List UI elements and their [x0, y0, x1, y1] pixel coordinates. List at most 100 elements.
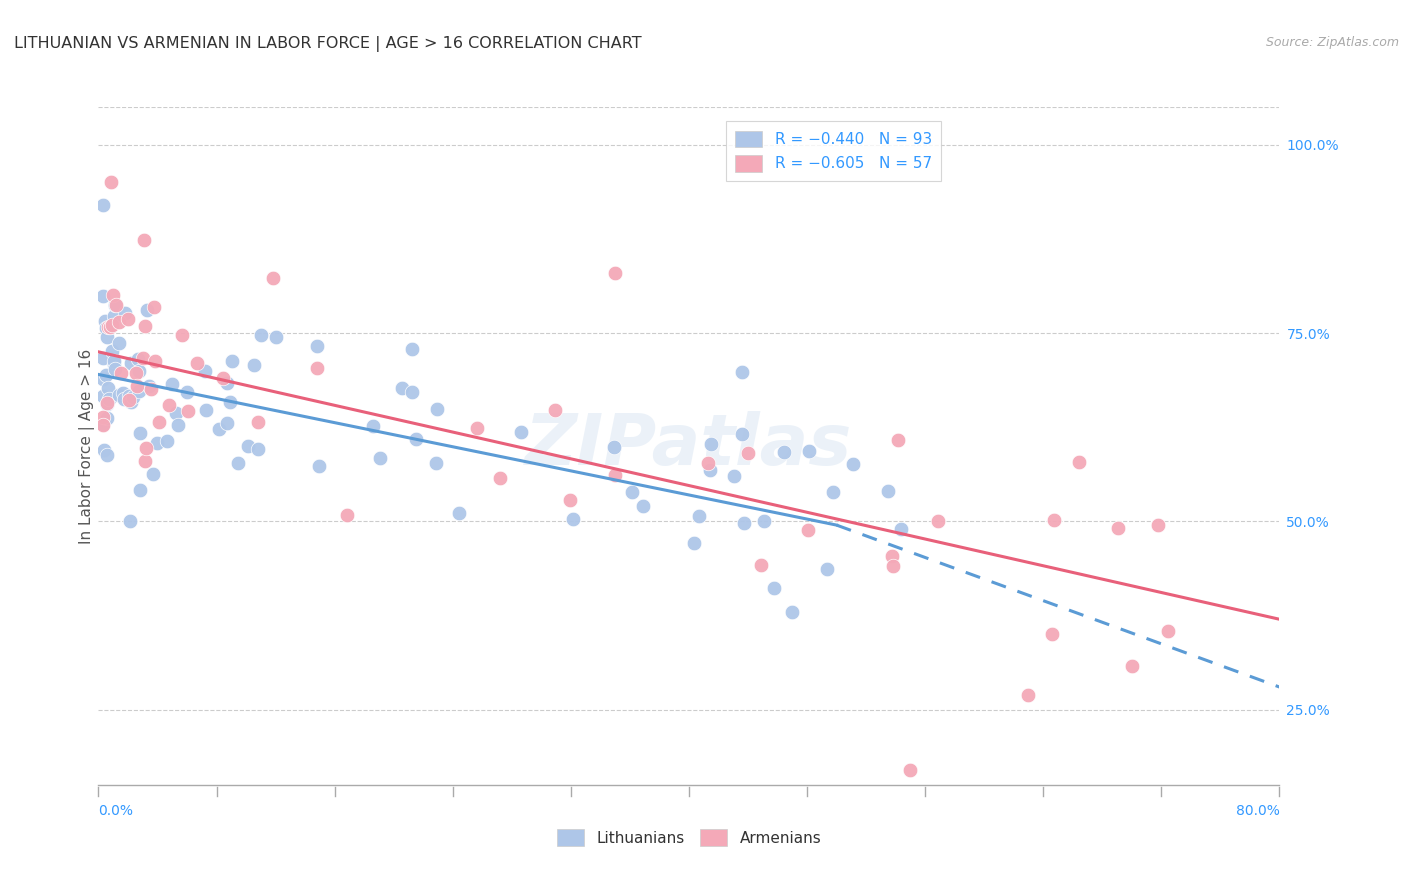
Point — [1067, 455, 1090, 469]
Point — [98, 320, 121, 334]
Point — [128, 364, 150, 378]
Point — [91, 389, 114, 403]
Point — [176, 385, 198, 400]
Point — [887, 433, 910, 447]
Point — [308, 458, 330, 473]
Point — [160, 376, 183, 391]
Point — [91, 417, 114, 431]
Point — [401, 385, 423, 400]
Point — [107, 315, 129, 329]
Point — [488, 470, 510, 484]
Point — [94, 368, 117, 382]
Point — [1121, 658, 1143, 673]
Point — [249, 327, 271, 342]
Point — [103, 298, 125, 312]
Point — [91, 418, 114, 433]
Point — [118, 389, 141, 403]
Point — [264, 329, 287, 343]
Point — [135, 441, 157, 455]
Point — [101, 318, 124, 332]
Point — [603, 467, 626, 482]
Point — [134, 454, 156, 468]
Point — [91, 198, 114, 212]
Point — [104, 361, 127, 376]
Point — [797, 523, 820, 537]
Point — [1107, 521, 1129, 535]
Point — [96, 448, 118, 462]
Point — [815, 562, 838, 576]
Point — [361, 419, 384, 434]
Point — [97, 381, 120, 395]
Point — [186, 356, 208, 370]
Point — [699, 463, 721, 477]
Point — [696, 456, 718, 470]
Point — [157, 399, 180, 413]
Point — [108, 336, 131, 351]
Point — [100, 320, 122, 334]
Point — [560, 493, 582, 508]
Point — [91, 289, 114, 303]
Point — [107, 388, 129, 402]
Point — [688, 508, 710, 523]
Y-axis label: In Labor Force | Age > 16: In Labor Force | Age > 16 — [79, 349, 96, 543]
Point — [900, 763, 922, 777]
Point — [246, 442, 269, 457]
Point — [93, 443, 115, 458]
Point — [96, 410, 118, 425]
Point — [465, 420, 488, 434]
Point — [128, 384, 150, 399]
Point — [94, 321, 117, 335]
Point — [723, 469, 745, 483]
Point — [128, 483, 150, 497]
Point — [401, 342, 423, 356]
Point — [763, 582, 786, 596]
Point — [621, 484, 644, 499]
Point — [1040, 627, 1063, 641]
Point — [927, 514, 949, 528]
Point — [100, 175, 122, 189]
Point — [242, 359, 264, 373]
Point — [148, 416, 170, 430]
Point — [165, 406, 187, 420]
Point — [143, 354, 166, 368]
Point — [509, 425, 531, 440]
Point — [124, 366, 146, 380]
Point — [368, 450, 391, 465]
Point — [221, 354, 243, 368]
Point — [305, 338, 328, 352]
Point — [104, 298, 127, 312]
Point — [131, 351, 153, 365]
Legend: Lithuanians, Armenians: Lithuanians, Armenians — [551, 823, 827, 852]
Point — [602, 440, 624, 454]
Point — [219, 394, 242, 409]
Text: LITHUANIAN VS ARMENIAN IN LABOR FORCE | AGE > 16 CORRELATION CHART: LITHUANIAN VS ARMENIAN IN LABOR FORCE | … — [14, 36, 641, 52]
Point — [449, 506, 471, 520]
Point — [112, 386, 135, 401]
Point — [134, 233, 156, 247]
Point — [122, 390, 145, 404]
Point — [561, 512, 583, 526]
Point — [426, 402, 449, 417]
Point — [217, 376, 239, 390]
Point — [91, 351, 114, 365]
Point — [100, 343, 122, 358]
Point — [91, 371, 114, 385]
Point — [754, 514, 776, 528]
Point — [236, 439, 259, 453]
Point — [118, 392, 141, 407]
Point — [110, 367, 132, 381]
Point — [882, 559, 904, 574]
Point — [700, 437, 723, 451]
Point — [114, 306, 136, 320]
Point — [731, 365, 754, 379]
Point — [129, 425, 152, 440]
Point — [112, 392, 135, 406]
Point — [194, 403, 217, 417]
Point — [120, 514, 142, 528]
Point — [1157, 624, 1180, 639]
Point — [117, 311, 139, 326]
Point — [631, 499, 654, 513]
Point — [138, 379, 160, 393]
Point — [305, 360, 328, 375]
Point — [877, 483, 900, 498]
